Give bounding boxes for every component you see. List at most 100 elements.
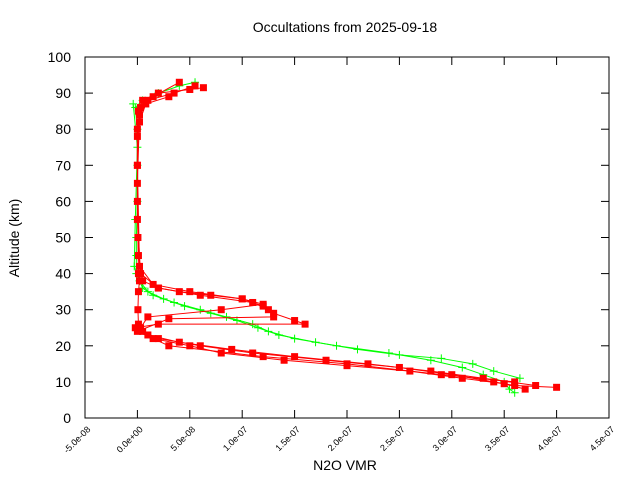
data-point-square	[186, 342, 194, 350]
x-tick-label: 5.0e-08	[169, 424, 198, 453]
data-point-plus	[180, 302, 189, 311]
x-tick-label: -5.0e-08	[62, 424, 93, 455]
data-point-square	[139, 96, 147, 104]
data-point-plus	[489, 367, 498, 376]
x-axis-label: N2O VMR	[313, 457, 377, 473]
x-tick-label: 0.0e+00	[115, 424, 145, 454]
data-point-plus	[253, 323, 262, 332]
data-point-square	[458, 374, 466, 382]
data-point-square	[270, 313, 278, 321]
data-point-plus	[395, 350, 404, 359]
data-point-square	[133, 215, 141, 223]
y-tick-label: 40	[55, 266, 71, 282]
data-point-square	[291, 317, 299, 325]
data-point-square	[144, 96, 152, 104]
y-tick-label: 10	[55, 374, 71, 390]
data-point-square	[270, 309, 278, 317]
data-point-square	[249, 298, 257, 306]
data-point-square	[134, 107, 142, 115]
series-line	[136, 81, 515, 383]
data-point-square	[137, 104, 145, 112]
data-point-square	[134, 320, 142, 328]
data-point-square	[139, 327, 147, 335]
data-point-square	[186, 85, 194, 93]
data-point-square	[149, 335, 157, 343]
data-point-square	[142, 100, 150, 108]
data-point-square	[133, 161, 141, 169]
x-tick-label: 2.0e-07	[326, 424, 355, 453]
data-point-square	[259, 353, 267, 361]
data-point-square	[175, 338, 183, 346]
data-point-square	[135, 262, 143, 270]
y-tick-label: 90	[55, 85, 71, 101]
data-point-square	[511, 382, 519, 390]
data-point-plus	[505, 385, 514, 394]
data-point-square	[170, 89, 178, 97]
y-tick-label: 30	[55, 302, 71, 318]
data-point-plus	[437, 354, 446, 363]
data-point-square	[207, 291, 215, 299]
data-point-square	[199, 84, 207, 92]
y-tick-label: 0	[63, 410, 71, 426]
data-point-square	[154, 89, 162, 97]
data-point-square	[301, 320, 309, 328]
y-tick-label: 80	[55, 121, 71, 137]
data-point-square	[175, 78, 183, 86]
chart-title: Occultations from 2025-09-18	[253, 19, 438, 35]
data-point-square	[196, 342, 204, 350]
data-point-square	[196, 291, 204, 299]
series-line	[133, 85, 536, 387]
x-tick-label: 4.0e-07	[535, 424, 564, 453]
data-point-square	[137, 324, 145, 332]
data-point-square	[165, 315, 173, 323]
data-point-square	[144, 313, 152, 321]
y-tick-label: 70	[55, 157, 71, 173]
data-point-square	[133, 132, 141, 140]
data-point-square	[280, 356, 288, 364]
y-axis-label: Altitude (km)	[6, 199, 22, 278]
data-point-square	[322, 356, 330, 364]
data-point-plus	[274, 330, 283, 339]
data-point-square	[135, 118, 143, 126]
data-point-square	[238, 295, 246, 303]
x-tick-label: 1.5e-07	[273, 424, 302, 453]
data-point-square	[134, 306, 142, 314]
data-point-square	[511, 378, 519, 386]
x-tick-label: 4.5e-07	[588, 424, 617, 453]
y-tick-label: 100	[48, 49, 72, 65]
y-tick-label: 50	[55, 230, 71, 246]
series-red-profile-4	[133, 93, 529, 393]
data-point-square	[217, 349, 225, 357]
data-point-plus	[515, 374, 524, 383]
data-point-plus	[510, 388, 519, 397]
data-point-square	[165, 93, 173, 101]
data-point-square	[448, 371, 456, 379]
data-point-square	[154, 335, 162, 343]
data-point-plus	[143, 287, 152, 296]
data-point-square	[133, 125, 141, 133]
plot-area	[129, 78, 561, 397]
plot-frame	[84, 56, 610, 419]
data-point-square	[364, 360, 372, 368]
data-point-square	[154, 284, 162, 292]
data-point-square	[149, 280, 157, 288]
data-point-square	[165, 342, 173, 350]
data-point-plus	[129, 99, 138, 108]
x-tick-label: 3.5e-07	[483, 424, 512, 453]
series-line	[132, 103, 521, 379]
x-tick-label: 1.0e-07	[221, 424, 250, 453]
data-point-square	[131, 324, 139, 332]
data-point-square	[291, 353, 299, 361]
data-point-square	[228, 345, 236, 353]
data-point-square	[479, 374, 487, 382]
data-point-square	[186, 288, 194, 296]
data-point-square	[154, 320, 162, 328]
data-point-plus	[353, 345, 362, 354]
data-point-square	[500, 380, 508, 388]
data-point-square	[134, 252, 142, 260]
data-point-square	[343, 362, 351, 370]
x-tick-label: 3.0e-07	[431, 424, 460, 453]
data-point-square	[249, 349, 257, 357]
data-point-plus	[458, 363, 467, 372]
